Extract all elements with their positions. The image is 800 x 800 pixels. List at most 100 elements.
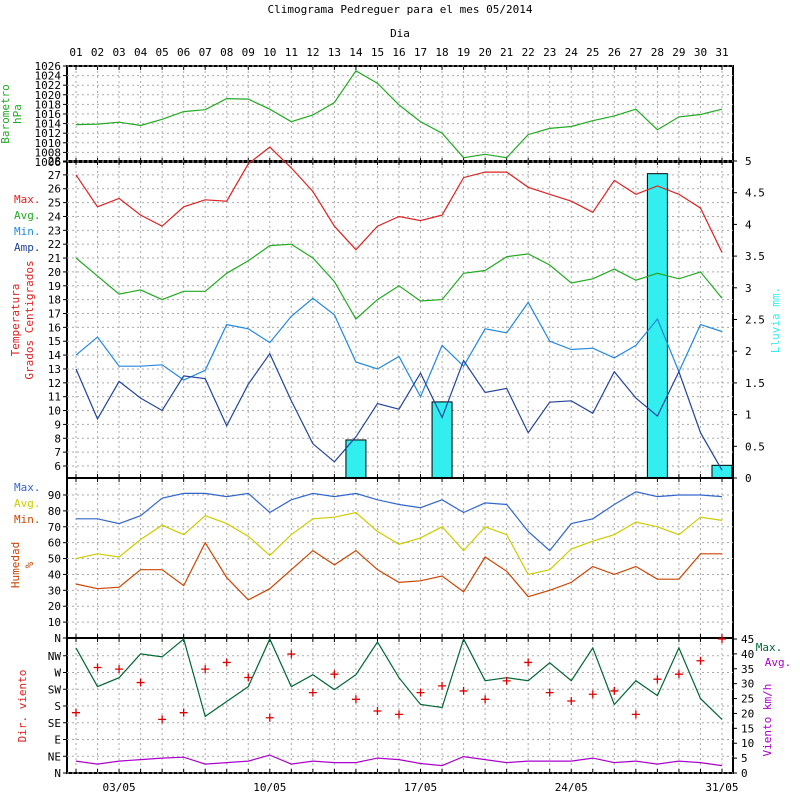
date-label: 24/05 bbox=[555, 781, 588, 794]
pressure-axis-label: Barometro bbox=[0, 84, 12, 144]
day-label: 05 bbox=[156, 46, 169, 59]
day-label-row: 01 02 03 04 05 06 07 08 09 10 11 12 13 14 15 16 17 18 19 20… bbox=[69, 46, 728, 59]
day-label: 30 bbox=[694, 46, 707, 59]
chart-title: Climograma Pedreguer para el mes 05/2014 bbox=[268, 3, 533, 16]
day-label: 10 bbox=[263, 46, 276, 59]
wind-direction-marker bbox=[330, 670, 339, 679]
humidity-legend-item: Min. bbox=[14, 513, 41, 526]
pressure-tick-label: 1020 bbox=[35, 89, 62, 102]
date-label: 03/05 bbox=[103, 781, 136, 794]
rain-tick-label: 1.5 bbox=[745, 377, 765, 390]
wind-direction-marker bbox=[631, 710, 640, 719]
rain-tick-label: 5 bbox=[745, 155, 752, 168]
day-label: 31 bbox=[715, 46, 728, 59]
day-axis-label: Dia bbox=[390, 27, 410, 40]
wind-direction-marker bbox=[653, 675, 662, 684]
humidity-tick-label: N bbox=[54, 632, 61, 645]
wind-legend-max: Max. bbox=[756, 641, 783, 654]
humidity-line-min bbox=[75, 541, 722, 601]
wind-speed-tick-label: 20 bbox=[741, 707, 754, 720]
pressure-tick-label: 1018 bbox=[35, 98, 62, 111]
rain-tick-label: 2.5 bbox=[745, 314, 765, 327]
rain-tick-label: 3 bbox=[745, 282, 752, 295]
wind-direction-tick-label: W bbox=[54, 667, 61, 680]
day-label: 16 bbox=[392, 46, 405, 59]
pressure-line bbox=[75, 70, 723, 159]
wind-speed-tick-label: 45 bbox=[741, 633, 754, 646]
rain-tick-label: 4 bbox=[745, 218, 752, 231]
humidity-tick-label: 10 bbox=[48, 616, 61, 629]
temperature-tick-label: 28 bbox=[48, 155, 61, 168]
day-label: 06 bbox=[177, 46, 190, 59]
day-label: 23 bbox=[543, 46, 556, 59]
temperature-line-amp bbox=[75, 352, 723, 471]
temperature-tick-label: 22 bbox=[48, 238, 61, 251]
day-label: 25 bbox=[586, 46, 599, 59]
temperature-tick-label: 10 bbox=[48, 405, 61, 418]
temperature-tick-label: 19 bbox=[48, 280, 61, 293]
wind-speed-tick-label: 5 bbox=[741, 752, 748, 765]
pressure-tick-label: 1014 bbox=[35, 118, 62, 131]
rain-tick-label: 0 bbox=[745, 472, 752, 485]
pressure-tick-label: 1016 bbox=[35, 108, 62, 121]
temperature-axis-label: Temperatura bbox=[9, 284, 22, 357]
temperature-tick-label: 9 bbox=[54, 418, 61, 431]
wind-speed-tick-label: 10 bbox=[741, 737, 754, 750]
day-label: 26 bbox=[608, 46, 621, 59]
pressure-tick-label: 1006 bbox=[35, 156, 62, 169]
wind-speed-tick-label: 30 bbox=[741, 678, 754, 691]
temperature-legend-item: Max. bbox=[14, 193, 41, 206]
humidity-axis-unit: % bbox=[23, 561, 36, 568]
humidity-tick-label: 90 bbox=[48, 489, 61, 502]
rain-axis-label: Lluvia mm. bbox=[769, 287, 782, 353]
day-label: 09 bbox=[242, 46, 255, 59]
date-label: 31/05 bbox=[705, 781, 738, 794]
humidity-legend-item: Avg. bbox=[14, 497, 41, 510]
temperature-tick-label: 13 bbox=[48, 363, 61, 376]
humidity-axis-label: Humedad bbox=[9, 542, 22, 588]
temperature-line-max bbox=[75, 146, 723, 253]
humidity-tick-label: 80 bbox=[48, 505, 61, 518]
wind-direction-tick-label: SE bbox=[48, 717, 61, 730]
rain-tick-label: 4.5 bbox=[745, 187, 765, 200]
wind-direction-marker bbox=[93, 663, 102, 672]
temperature-legend-item: Avg. bbox=[14, 209, 41, 222]
wind-direction-marker bbox=[72, 708, 80, 717]
wind-speed-axis-label: Viento km/h bbox=[761, 684, 774, 757]
pressure-tick-label: 1024 bbox=[35, 70, 62, 83]
day-label: 01 bbox=[69, 46, 82, 59]
humidity-tick-label: 20 bbox=[48, 600, 61, 613]
day-label: 21 bbox=[500, 46, 513, 59]
temperature-tick-label: 26 bbox=[48, 183, 61, 196]
pressure-tick-label: 1010 bbox=[35, 137, 62, 150]
wind-avg-line bbox=[75, 754, 723, 767]
wind-legend-avg: Avg. bbox=[765, 656, 792, 669]
date-label-row: 03/05 10/05 17/05 24/05 31/05 bbox=[103, 781, 739, 794]
day-label: 03 bbox=[112, 46, 125, 59]
day-label: 29 bbox=[672, 46, 685, 59]
temperature-tick-label: 24 bbox=[48, 210, 62, 223]
wind-direction-tick-label: NW bbox=[48, 650, 62, 663]
temperature-tick-label: 6 bbox=[54, 460, 61, 473]
wind-direction-marker bbox=[308, 688, 317, 697]
rain-tick-label: 2 bbox=[745, 345, 752, 358]
wind-direction-marker bbox=[373, 707, 382, 716]
rain-tick-label: 0.5 bbox=[745, 440, 765, 453]
temperature-tick-label: 8 bbox=[54, 432, 61, 445]
temperature-tick-label: 21 bbox=[48, 252, 61, 265]
wind-speed-tick-label: 25 bbox=[741, 693, 754, 706]
humidity-line-avg bbox=[75, 511, 723, 576]
wind-direction-marker bbox=[394, 710, 403, 719]
wind-direction-marker bbox=[158, 715, 167, 724]
day-label: 19 bbox=[457, 46, 470, 59]
wind-direction-marker bbox=[438, 681, 447, 690]
temperature-tick-label: 18 bbox=[48, 294, 61, 307]
pressure-tick-label: 1022 bbox=[35, 79, 62, 92]
day-label: 24 bbox=[565, 46, 579, 59]
day-label: 02 bbox=[91, 46, 104, 59]
wind-direction-marker bbox=[717, 635, 726, 643]
temperature-tick-label: 20 bbox=[48, 266, 61, 279]
temperature-tick-label: 12 bbox=[48, 377, 61, 390]
pressure-axis-unit: hPa bbox=[11, 104, 24, 124]
